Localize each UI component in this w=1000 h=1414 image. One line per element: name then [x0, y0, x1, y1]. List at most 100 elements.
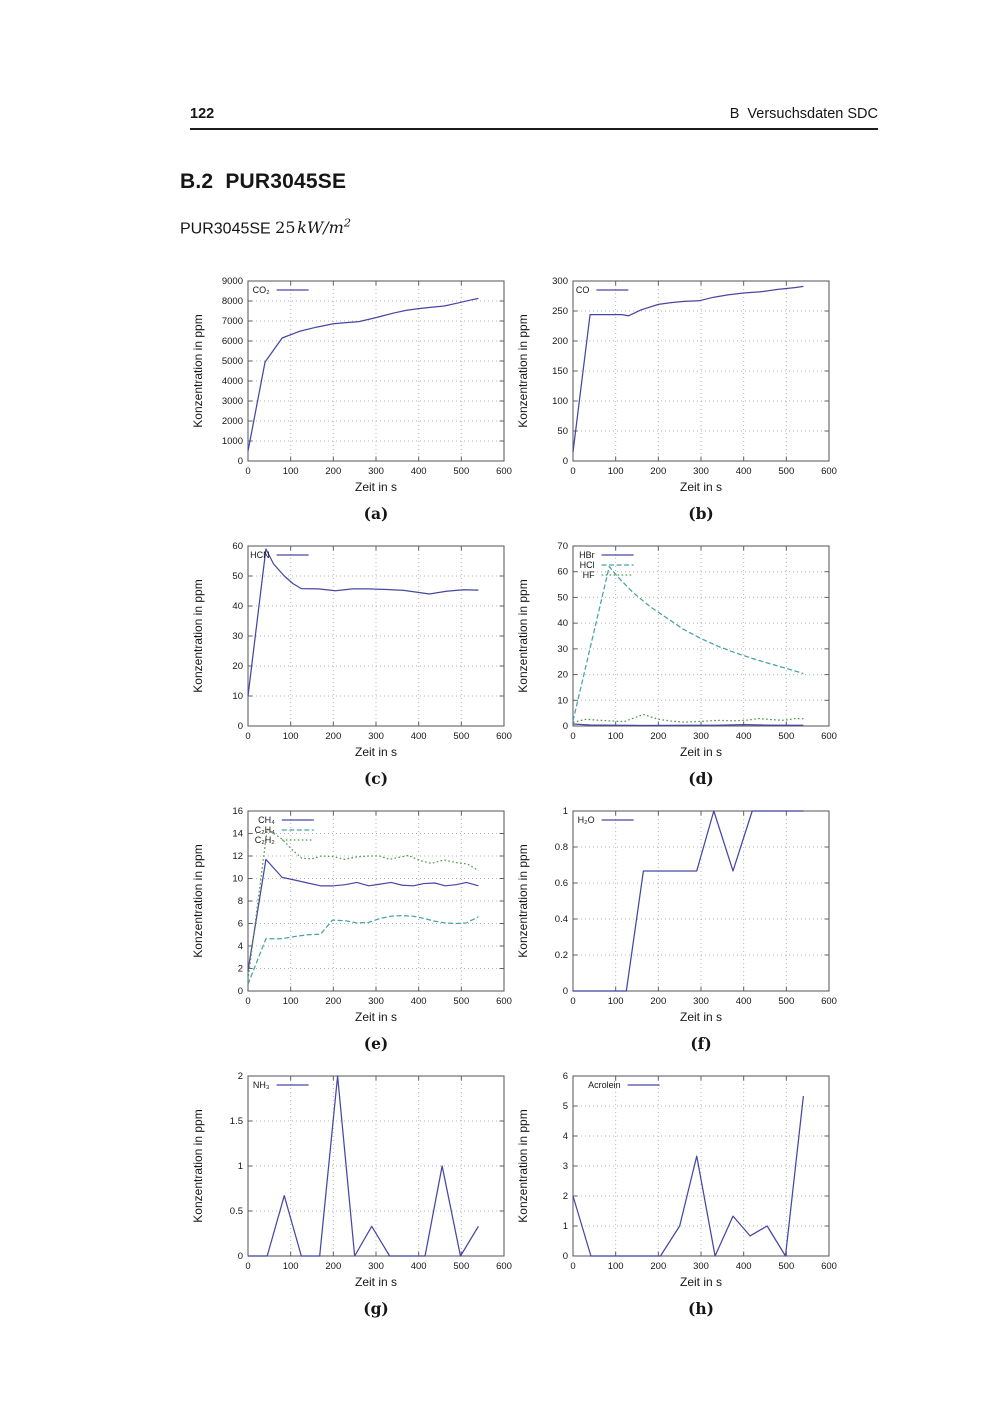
x-tick-label: 600: [821, 731, 837, 742]
x-tick-label: 200: [325, 996, 341, 1007]
figure-subtitle: PUR3045SE 25 kW/m2: [180, 217, 351, 238]
y-tick-label: 6: [563, 1071, 568, 1082]
y-tick-label: 0: [563, 456, 568, 467]
section-heading: B.2 PUR3045SE: [180, 170, 347, 193]
y-tick-label: 20: [232, 661, 243, 672]
y-tick-label: 30: [232, 631, 243, 642]
x-tick-label: 600: [496, 466, 512, 477]
x-tick-label: 200: [325, 466, 341, 477]
plot-border: [572, 1075, 830, 1257]
y-tick-label: 0.4: [555, 914, 568, 925]
x-tick-label: 200: [650, 731, 666, 742]
x-tick-label: 500: [778, 996, 794, 1007]
x-tick-label: 600: [821, 996, 837, 1007]
y-tick-label: 4: [238, 941, 243, 952]
legend-label-CO: CO: [576, 285, 590, 295]
x-tick-label: 0: [245, 996, 250, 1007]
y-tick-label: 0: [563, 986, 568, 997]
page-number: 122: [190, 106, 215, 122]
x-tick-label: 300: [368, 996, 384, 1007]
y-tick-label: 2: [563, 1191, 568, 1202]
chart-caption-c: (c): [364, 769, 388, 788]
x-tick-label: 300: [693, 731, 709, 742]
y-tick-label: 1: [563, 806, 568, 817]
series-C₂H₂: [247, 828, 479, 980]
legend-label-H₂O: H₂O: [578, 815, 595, 825]
x-tick-label: 100: [283, 466, 299, 477]
y-axis-title: Konzentration in ppm: [516, 1109, 530, 1222]
y-tick-label: 14: [232, 829, 243, 840]
x-tick-label: 100: [608, 996, 624, 1007]
chart-e: 0 100 200 300 400 500 600 0 2 4 6 8 10 12 14 16 CH₄C₂H₄C…: [191, 806, 512, 1053]
chart-caption-a: (a): [364, 504, 389, 523]
legend-label-NH₃: NH₃: [253, 1080, 270, 1090]
y-tick-label: 5000: [222, 356, 243, 367]
x-tick-label: 600: [496, 996, 512, 1007]
x-tick-label: 600: [821, 1261, 837, 1272]
legend-label-C₂H₄: C₂H₄: [255, 825, 275, 835]
x-tick-label: 0: [245, 731, 250, 742]
y-tick-label: 60: [557, 567, 568, 578]
series-CH₄: [247, 858, 479, 971]
y-tick-label: 200: [552, 336, 568, 347]
chart-cell-e: 0 100 200 300 400 500 600 0 2 4 6 8 10 12 14 16 CH₄ C₂H₄ C…: [188, 798, 513, 1063]
page-header: 122 B Versuchsdaten SDC: [190, 106, 878, 122]
y-tick-label: 50: [557, 426, 568, 437]
x-tick-label: 0: [245, 1261, 250, 1272]
x-tick-label: 500: [778, 1261, 794, 1272]
y-tick-label: 12: [232, 851, 243, 862]
series-C₂H₄: [247, 915, 479, 985]
legend-label-HF: HF: [583, 570, 595, 580]
chart-cell-g: 0 100 200 300 400 500 600 0 0.5 1 1.5 2 NH₃ Zeit in s…: [188, 1063, 513, 1328]
header-rule: [190, 128, 878, 130]
legend-label-C₂H₂: C₂H₂: [255, 835, 275, 845]
y-tick-label: 0: [238, 1251, 243, 1262]
chart-b: 0 100 200 300 400 500 600 0 50 100 150 200 250 300 CO Z…: [516, 276, 837, 523]
x-axis-title: Zeit in s: [355, 1275, 397, 1289]
plot-border: [572, 280, 830, 462]
x-tick-label: 300: [368, 466, 384, 477]
y-tick-label: 50: [232, 571, 243, 582]
legend-label-CH₄: CH₄: [258, 815, 275, 825]
y-tick-label: 1: [563, 1221, 568, 1232]
plot-border: [247, 810, 505, 992]
chart-cell-a: 0 100 200 300 400 500 600 0 1000 2000 3000 4000 5000…: [188, 268, 513, 533]
x-axis-title: Zeit in s: [355, 1010, 397, 1024]
y-tick-label: 20: [557, 670, 568, 681]
y-tick-label: 0.2: [555, 950, 568, 961]
y-tick-label: 0: [238, 456, 243, 467]
x-tick-label: 200: [325, 731, 341, 742]
chart-cell-f: 0 100 200 300 400 500 600 0 0.2 0.4 0.6 0.8 1 H₂O Zeit…: [513, 798, 838, 1063]
y-tick-label: 8: [238, 896, 243, 907]
series-CO: [572, 285, 804, 453]
y-tick-label: 4000: [222, 376, 243, 387]
x-tick-label: 300: [368, 1261, 384, 1272]
y-tick-label: 0: [238, 986, 243, 997]
y-axis-title: Konzentration in ppm: [191, 314, 205, 427]
series-NH₃: [248, 1075, 479, 1257]
y-tick-label: 250: [552, 306, 568, 317]
x-tick-label: 600: [496, 731, 512, 742]
x-tick-label: 0: [570, 466, 575, 477]
chart-cell-b: 0 100 200 300 400 500 600 0 50 100 150 200 250 300 CO Z…: [513, 268, 838, 533]
chart-caption-g: (g): [363, 1299, 389, 1318]
x-tick-label: 400: [736, 466, 752, 477]
y-tick-label: 10: [557, 695, 568, 706]
chart-f: 0 100 200 300 400 500 600 0 0.2 0.4 0.6 0.8 1 H₂O Zeit…: [516, 806, 837, 1053]
chart-cell-h: 0 100 200 300 400 500 600 0 1 2 3 4 5 6 Acrolein Zeit i…: [513, 1063, 838, 1328]
chart-caption-f: (f): [690, 1034, 711, 1053]
y-tick-label: 30: [557, 644, 568, 655]
chart-g: 0 100 200 300 400 500 600 0 0.5 1 1.5 2 NH₃ Zeit in s…: [191, 1071, 512, 1318]
x-axis-title: Zeit in s: [680, 480, 722, 494]
y-tick-label: 150: [552, 366, 568, 377]
y-axis-title: Konzentration in ppm: [191, 1109, 205, 1222]
x-tick-label: 100: [283, 996, 299, 1007]
x-tick-label: 0: [570, 731, 575, 742]
x-tick-label: 500: [453, 1261, 469, 1272]
legend-label-HBr: HBr: [579, 550, 595, 560]
x-tick-label: 400: [411, 1261, 427, 1272]
x-tick-label: 100: [283, 1261, 299, 1272]
series-HF: [572, 713, 804, 724]
chart-a: 0 100 200 300 400 500 600010002000300040005000…: [191, 276, 512, 523]
x-tick-label: 300: [693, 466, 709, 477]
